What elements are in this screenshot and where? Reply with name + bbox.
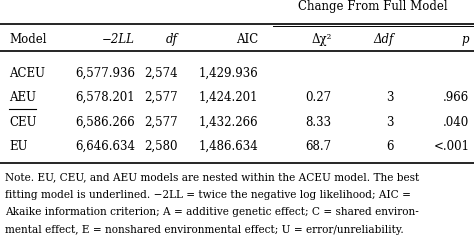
- Text: Δχ²: Δχ²: [311, 32, 332, 46]
- Text: 2,577: 2,577: [144, 115, 178, 129]
- Text: 1,429.936: 1,429.936: [199, 67, 258, 80]
- Text: 6,586.266: 6,586.266: [75, 115, 135, 129]
- Text: fitting model is underlined. −2LL = twice the negative log likelihood; AIC =: fitting model is underlined. −2LL = twic…: [5, 190, 410, 200]
- Text: 8.33: 8.33: [306, 115, 332, 129]
- Text: 6,577.936: 6,577.936: [75, 67, 135, 80]
- Text: CEU: CEU: [9, 115, 37, 129]
- Text: −2LL: −2LL: [102, 32, 135, 46]
- Text: Model: Model: [9, 32, 47, 46]
- Text: 2,574: 2,574: [144, 67, 178, 80]
- Text: 6,646.634: 6,646.634: [75, 140, 135, 153]
- Text: 6: 6: [386, 140, 393, 153]
- Text: 1,486.634: 1,486.634: [199, 140, 258, 153]
- Text: 6,578.201: 6,578.201: [75, 91, 135, 104]
- Text: ACEU: ACEU: [9, 67, 46, 80]
- Text: mental effect, E = nonshared environmental effect; U = error/unreliability.: mental effect, E = nonshared environment…: [5, 225, 403, 235]
- Text: 68.7: 68.7: [306, 140, 332, 153]
- Text: .966: .966: [443, 91, 469, 104]
- Text: AEU: AEU: [9, 91, 36, 104]
- Text: 3: 3: [386, 115, 393, 129]
- Text: EU: EU: [9, 140, 28, 153]
- Text: 2,580: 2,580: [144, 140, 178, 153]
- Text: <.001: <.001: [433, 140, 469, 153]
- Text: AIC: AIC: [236, 32, 258, 46]
- Text: .040: .040: [443, 115, 469, 129]
- Text: 1,424.201: 1,424.201: [199, 91, 258, 104]
- Text: df: df: [166, 32, 178, 46]
- Text: Change From Full Model: Change From Full Model: [299, 0, 448, 13]
- Text: 2,577: 2,577: [144, 91, 178, 104]
- Text: Akaike information criterion; A = additive genetic effect; C = shared environ-: Akaike information criterion; A = additi…: [5, 207, 419, 217]
- Text: Note. EU, CEU, and AEU models are nested within the ACEU model. The best: Note. EU, CEU, and AEU models are nested…: [5, 172, 419, 182]
- Text: p: p: [462, 32, 469, 46]
- Text: 0.27: 0.27: [306, 91, 332, 104]
- Text: Δdf: Δdf: [373, 32, 393, 46]
- Text: 3: 3: [386, 91, 393, 104]
- Text: 1,432.266: 1,432.266: [199, 115, 258, 129]
